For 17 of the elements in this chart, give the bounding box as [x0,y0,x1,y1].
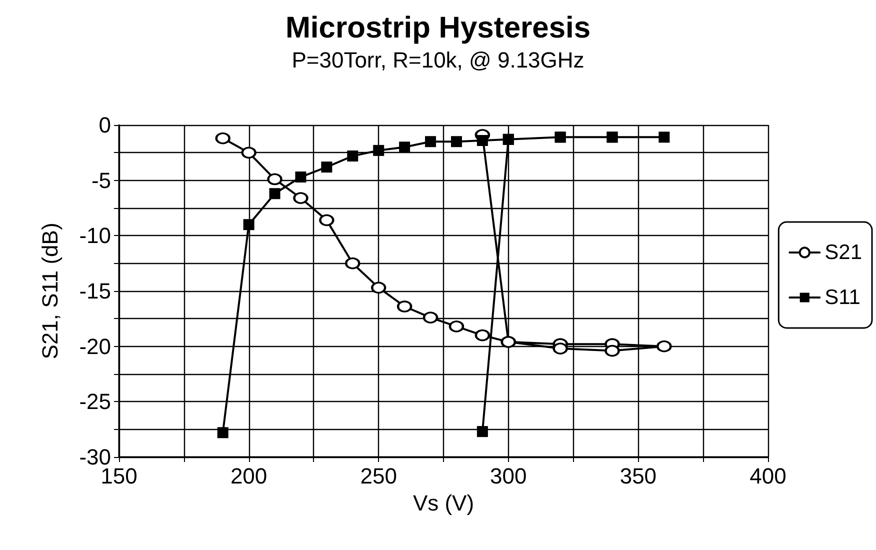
y-tick-label: -20 [79,334,111,359]
legend-label: S21 [824,241,862,264]
y-tick-label: -10 [79,223,111,248]
y-tick-label: -15 [79,278,111,304]
x-tick-label: 400 [750,464,786,488]
x-tick-label: 350 [620,464,657,488]
y-tick-label: 0 [98,112,111,138]
y-tick-label: -5 [91,168,111,193]
y-tick-label: -25 [79,389,111,414]
y-axis-title: S21, S11 (dB) [38,222,62,360]
chart-subtitle: P=30Torr, R=10k, @ 9.13GHz [292,48,584,72]
x-tick-label: 250 [360,464,397,488]
legend-label: S11 [824,286,860,309]
x-axis-title: Vs (V) [412,490,474,516]
x-tick-label: 200 [230,464,268,488]
x-tick-label: 300 [490,464,527,488]
chart-title: Microstrip Hysteresis [285,12,591,44]
